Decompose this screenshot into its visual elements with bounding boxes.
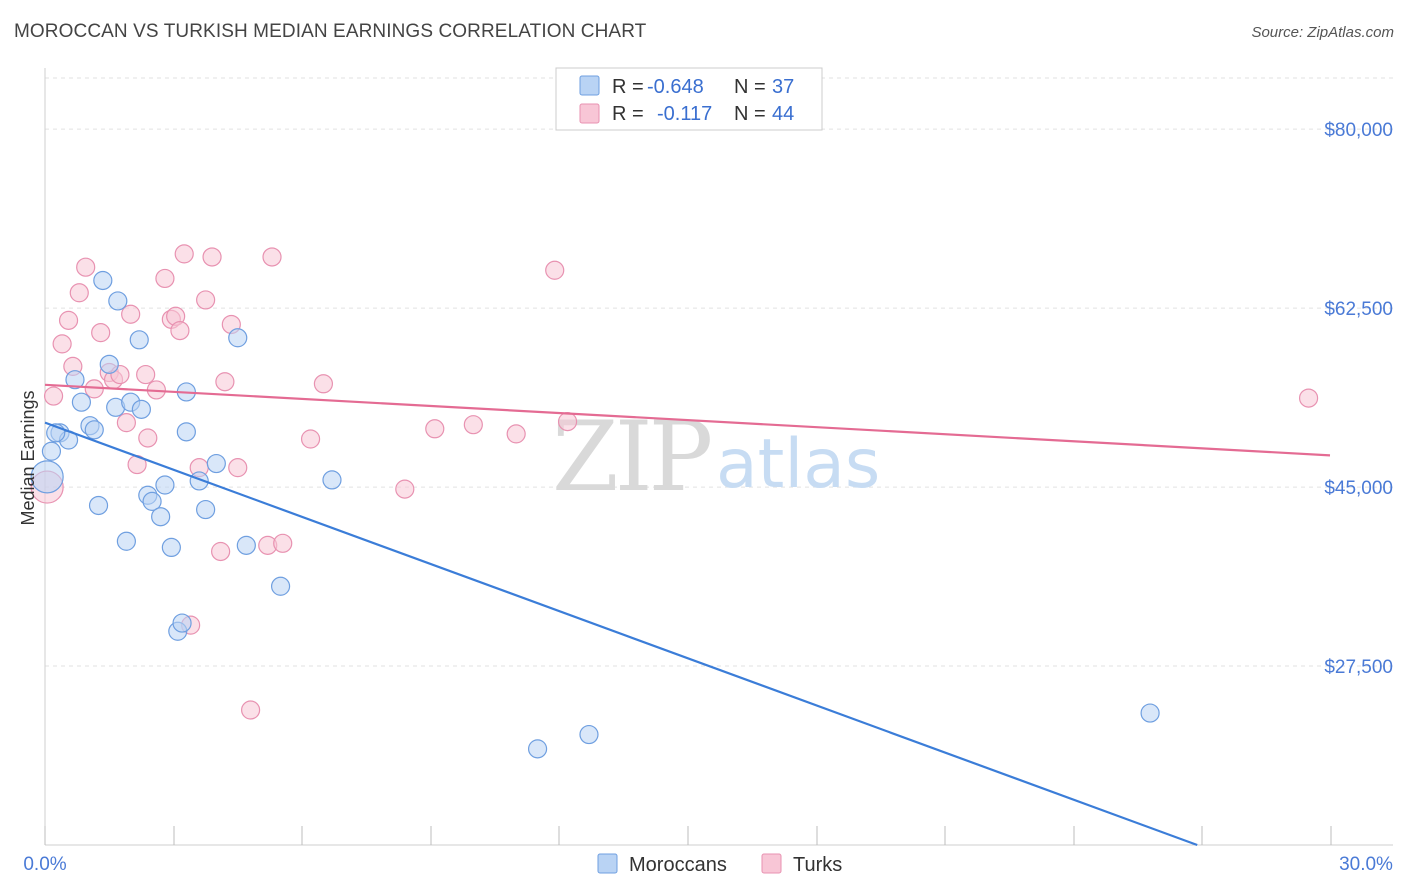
turks-point — [69, 283, 89, 303]
stats-r-label-moroccans: R = — [612, 76, 644, 98]
moroccans-point — [579, 724, 599, 745]
legend-label-moroccans: Moroccans — [629, 854, 727, 876]
turks-point — [138, 428, 158, 448]
legend-swatch-moroccans — [597, 853, 618, 874]
moroccans-point — [228, 328, 248, 348]
turks-point — [174, 244, 194, 264]
moroccans-point — [116, 531, 136, 551]
moroccans-point — [41, 441, 62, 461]
moroccans-point — [161, 537, 181, 558]
moroccans-point — [131, 399, 151, 419]
moroccans-point — [196, 499, 216, 520]
turks-point — [170, 320, 190, 341]
gridlines — [45, 77, 1393, 667]
turks-point — [300, 429, 321, 449]
turks-point — [506, 424, 526, 444]
stats-r-value-moroccans: -0.648 — [647, 76, 704, 98]
turks-point — [273, 533, 293, 553]
stats-n-value-turks: 44 — [772, 103, 794, 125]
turks-point — [196, 290, 216, 310]
turks-point — [91, 323, 111, 343]
moroccans-point — [206, 453, 226, 474]
turks-point — [1298, 388, 1319, 408]
x-tick-label-max: 30.0% — [1339, 854, 1393, 875]
turks-point — [215, 372, 235, 392]
turks-point — [155, 268, 175, 289]
moroccans-point — [236, 535, 256, 555]
legend-item-moroccans[interactable]: Moroccans — [597, 853, 727, 876]
turks-point — [202, 247, 222, 267]
moroccans-point — [71, 392, 92, 412]
moroccans-point — [108, 291, 128, 311]
moroccans-point — [151, 507, 171, 527]
legend-item-turks[interactable]: Turks — [761, 853, 842, 876]
turks-point — [545, 260, 565, 280]
moroccans-point — [88, 495, 109, 516]
moroccans-point — [30, 460, 64, 494]
turks-point — [76, 257, 96, 277]
turks-point — [136, 364, 156, 385]
turks-point — [58, 310, 79, 330]
moroccans-point — [322, 470, 342, 490]
stats-n-label-moroccans: N = — [734, 76, 766, 98]
stats-n-label-turks: N = — [734, 103, 766, 125]
stats-r-label-turks: R = — [612, 103, 644, 125]
stats-r-value-turks: -0.117 — [657, 103, 712, 125]
stats-swatch-moroccans — [579, 75, 600, 96]
turks-point — [425, 419, 445, 439]
moroccans-point — [270, 576, 291, 596]
legend-swatch-turks — [761, 853, 782, 874]
moroccans-point — [99, 354, 119, 374]
turks-point — [395, 479, 415, 499]
y-axis-label: Median Earnings — [18, 390, 38, 525]
watermark-atlas: atlas — [716, 425, 880, 504]
y-tick-label: $45,000 — [1324, 478, 1393, 499]
moroccans-point — [65, 370, 85, 390]
moroccans-point — [129, 330, 149, 350]
turks-point — [241, 700, 261, 720]
turks-trend-line — [44, 383, 1331, 457]
y-tick-label: $27,500 — [1324, 657, 1393, 678]
turks-point — [262, 247, 282, 267]
moroccans-point — [527, 739, 548, 759]
moroccans-point — [155, 475, 175, 495]
turks-point — [211, 541, 231, 562]
turks-point — [228, 458, 248, 478]
turks-point — [52, 334, 72, 354]
turks-point — [313, 374, 334, 394]
moroccans-point — [176, 422, 196, 442]
source-credit: Source: ZipAtlas.com — [1251, 24, 1394, 41]
moroccans-point — [142, 491, 162, 511]
stats-n-value-moroccans: 37 — [772, 76, 794, 98]
moroccans-point — [93, 270, 113, 291]
x-ticks — [44, 826, 1332, 845]
turks-point — [557, 412, 578, 432]
trend-lines — [44, 383, 1331, 847]
turks-point — [463, 415, 483, 435]
stats-box: R = -0.648 N = 37 R = -0.117 N = 44 — [555, 67, 823, 131]
y-tick-labels: $80,000 $62,500 $45,000 $27,500 — [1324, 120, 1393, 678]
turks-point — [43, 386, 64, 406]
moroccans-point — [84, 420, 104, 440]
turks-point — [121, 304, 141, 324]
moroccans-trend-line — [44, 421, 1198, 847]
moroccans-point — [172, 613, 192, 633]
legend-label-turks: Turks — [793, 854, 842, 876]
moroccans-points — [30, 270, 1160, 759]
watermark: ZIP atlas — [552, 401, 880, 513]
x-tick-label-min: 0.0% — [23, 854, 66, 875]
y-tick-label: $80,000 — [1324, 120, 1393, 141]
turks-point — [116, 413, 136, 433]
moroccans-point — [1140, 703, 1160, 723]
y-tick-label: $62,500 — [1324, 299, 1393, 320]
legend: Moroccans Turks — [597, 853, 842, 876]
stats-swatch-turks — [579, 103, 600, 124]
chart-title: MOROCCAN VS TURKISH MEDIAN EARNINGS CORR… — [14, 21, 647, 42]
